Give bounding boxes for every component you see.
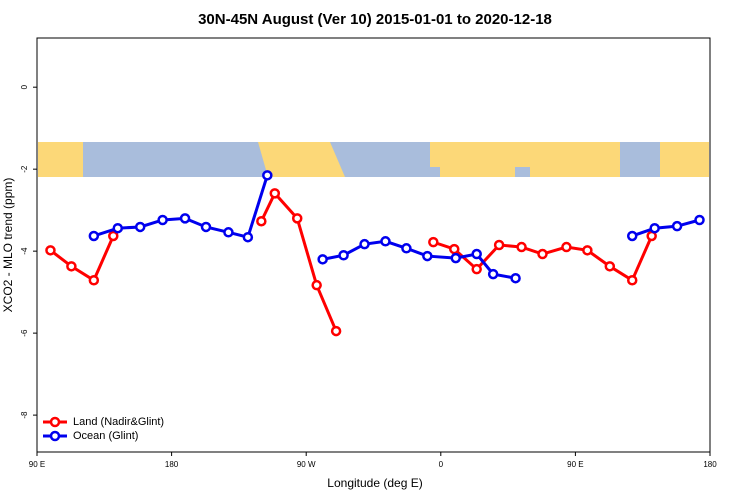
point xyxy=(626,230,638,242)
point xyxy=(471,263,482,275)
point xyxy=(157,214,168,226)
series-line xyxy=(322,239,516,280)
point xyxy=(487,268,499,280)
point xyxy=(200,221,212,233)
point xyxy=(582,245,593,256)
point xyxy=(88,230,100,242)
point xyxy=(510,272,521,284)
point xyxy=(516,241,527,253)
series-line xyxy=(49,235,115,283)
point xyxy=(330,325,342,337)
point xyxy=(604,261,616,272)
x-tick-label: 90 E xyxy=(567,460,583,469)
legend-label: Land (Nadir&Glint) xyxy=(73,416,164,428)
point xyxy=(493,239,505,251)
point xyxy=(422,250,433,262)
point xyxy=(561,241,572,253)
chart-title: 30N-45N August (Ver 10) 2015-01-01 to 20… xyxy=(198,11,552,28)
y-tick-label: -4 xyxy=(20,247,29,255)
legend-label: Ocean (Glint) xyxy=(73,430,138,442)
y-tick-label: -6 xyxy=(20,329,29,337)
point xyxy=(537,248,548,260)
x-axis-title: Longitude (deg E) xyxy=(327,476,422,490)
y-axis-title: XCO2 - MLO trend (ppm) xyxy=(1,178,15,313)
x-tick-label: 0 xyxy=(439,460,444,469)
y-tick-label: -2 xyxy=(20,165,29,173)
point xyxy=(338,249,349,261)
point xyxy=(269,188,281,199)
point xyxy=(626,275,638,286)
point xyxy=(449,243,460,255)
y-tick-label: 0 xyxy=(20,84,29,89)
point xyxy=(649,222,660,234)
point xyxy=(380,236,391,247)
map-strip xyxy=(38,142,709,177)
x-tick-label: 90 W xyxy=(297,460,316,469)
point xyxy=(359,238,370,250)
series-line xyxy=(631,218,700,238)
plot-frame xyxy=(36,37,711,453)
y-tick-label: -8 xyxy=(20,411,29,419)
x-tick-label: 180 xyxy=(165,460,179,469)
point xyxy=(450,252,462,264)
legend-marker xyxy=(49,430,61,442)
point xyxy=(428,236,439,248)
point xyxy=(112,222,124,234)
point xyxy=(694,214,705,226)
point xyxy=(223,227,234,238)
point xyxy=(179,213,191,224)
point xyxy=(311,279,322,291)
point xyxy=(401,243,412,254)
point xyxy=(66,261,77,272)
point xyxy=(317,254,328,265)
point xyxy=(88,275,100,286)
point xyxy=(471,248,482,260)
x-tick-label: 180 xyxy=(703,460,717,469)
x-tick-label: 90 E xyxy=(29,460,45,469)
point xyxy=(256,215,267,227)
point xyxy=(671,220,683,232)
point xyxy=(108,230,119,242)
point xyxy=(262,170,273,181)
point xyxy=(134,221,146,233)
point xyxy=(45,245,56,256)
legend-marker xyxy=(49,416,61,428)
point xyxy=(291,213,303,224)
point xyxy=(242,231,254,243)
